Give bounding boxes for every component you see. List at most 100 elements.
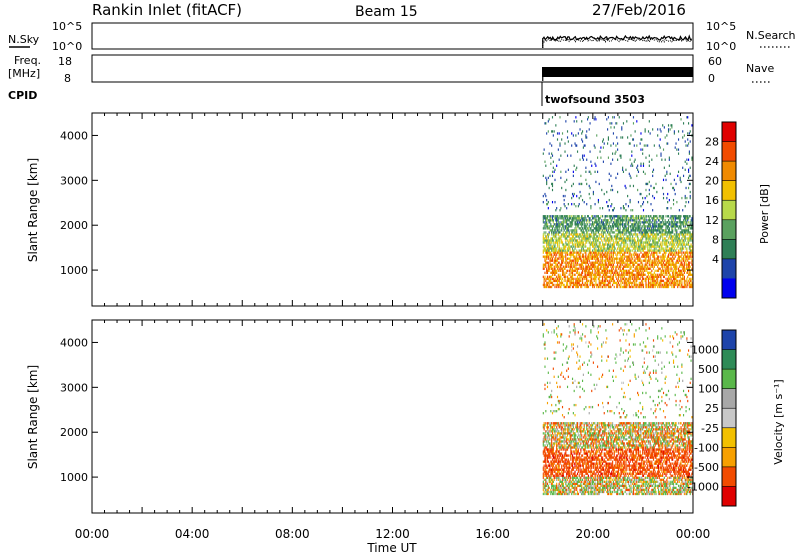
range-cell <box>608 172 610 176</box>
range-cell <box>644 279 646 283</box>
range-cell <box>556 448 559 451</box>
range-cell <box>593 267 595 270</box>
range-cell <box>652 243 654 246</box>
range-cell <box>615 275 617 279</box>
range-cell <box>618 265 620 268</box>
range-cell <box>549 267 551 270</box>
range-cell <box>587 229 589 232</box>
range-cell <box>634 253 636 256</box>
range-cell <box>639 223 641 226</box>
range-cell <box>630 277 632 281</box>
range-cell <box>637 271 640 274</box>
range-cell <box>653 225 655 228</box>
range-cell <box>662 257 665 260</box>
range-cell <box>684 285 686 289</box>
range-cell <box>552 442 554 445</box>
range-cell <box>618 217 620 220</box>
range-cell <box>612 257 614 260</box>
range-cell <box>683 265 685 268</box>
range-cell <box>670 253 672 256</box>
range-cell <box>633 277 635 281</box>
range-cell <box>545 452 547 455</box>
range-cell <box>551 182 554 186</box>
range-cell <box>607 271 609 274</box>
power-colorbar-label: Power [dB] <box>758 184 771 244</box>
range-cell <box>565 215 567 218</box>
range-cell <box>682 257 685 260</box>
range-cell <box>632 273 635 277</box>
range-cell <box>662 223 665 226</box>
range-cell <box>650 184 652 188</box>
range-cell <box>682 241 684 244</box>
range-cell <box>613 221 615 224</box>
range-cell <box>556 381 558 385</box>
range-cell <box>628 142 630 145</box>
range-cell <box>556 239 559 242</box>
range-cell <box>635 279 637 283</box>
range-cell <box>576 281 579 285</box>
range-cell <box>680 223 682 226</box>
range-cell <box>548 486 550 490</box>
range-cell <box>581 215 584 218</box>
range-cell <box>626 265 628 268</box>
nsearch-label: N.Search <box>746 29 796 42</box>
range-cell <box>545 251 547 254</box>
range-cell <box>546 277 549 281</box>
range-cell <box>556 271 558 274</box>
range-cell <box>587 239 589 242</box>
range-cell <box>617 235 619 238</box>
range-cell <box>661 221 663 224</box>
range-cell <box>544 448 546 451</box>
range-cell <box>598 225 600 228</box>
range-cell <box>687 239 690 242</box>
range-cell <box>602 285 604 289</box>
range-cell <box>573 257 575 260</box>
range-cell <box>588 269 590 272</box>
range-cell <box>657 255 660 258</box>
range-cell <box>555 464 557 467</box>
range-cell <box>566 178 568 182</box>
range-cell <box>582 265 584 268</box>
range-cell <box>622 229 624 232</box>
range-cell <box>597 249 599 252</box>
range-cell <box>691 251 693 254</box>
range-cell <box>676 233 678 236</box>
range-cell <box>572 229 574 232</box>
range-cell <box>616 277 618 281</box>
range-cell <box>599 243 601 246</box>
range-cell <box>617 283 619 287</box>
range-cell <box>622 237 624 240</box>
range-cell <box>652 194 654 198</box>
range-cell <box>603 192 605 196</box>
range-cell <box>603 283 605 287</box>
range-cell <box>653 263 655 266</box>
range-cell <box>661 283 663 287</box>
colorbar-swatch <box>722 161 736 181</box>
range-cell <box>584 219 586 222</box>
range-cell <box>670 215 672 218</box>
range-cell <box>674 237 676 240</box>
range-cell <box>621 259 623 262</box>
range-cell <box>554 468 556 471</box>
range-cell <box>612 227 615 230</box>
range-cell <box>556 335 559 338</box>
range-cell <box>561 186 563 190</box>
range-cell <box>648 243 650 246</box>
range-cell <box>642 255 644 258</box>
range-cell <box>663 233 665 236</box>
range-cell <box>662 221 665 224</box>
range-cell <box>574 233 576 236</box>
range-cell <box>670 281 672 285</box>
range-cell <box>591 271 594 274</box>
range-cell <box>595 237 597 240</box>
range-cell <box>616 215 618 218</box>
range-cell <box>576 120 578 123</box>
range-cell <box>581 283 583 287</box>
range-cell <box>582 249 584 252</box>
range-cell <box>544 470 546 473</box>
range-cell <box>543 470 545 473</box>
range-cell <box>567 279 569 283</box>
range-cell <box>679 225 681 228</box>
range-cell <box>667 257 669 260</box>
range-cell <box>597 198 599 202</box>
